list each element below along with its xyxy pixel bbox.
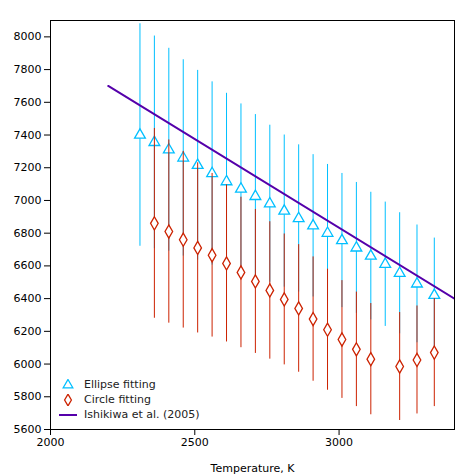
svg-text:7200: 7200: [14, 161, 42, 174]
svg-text:6600: 6600: [14, 259, 42, 272]
html-text:Ellipse fitting: Ellipse fitting: [84, 378, 156, 391]
svg-text:3000: 3000: [325, 436, 353, 449]
svg-text:6000: 6000: [14, 358, 42, 371]
svg-text:7400: 7400: [14, 129, 42, 142]
svg-text:8000: 8000: [14, 30, 42, 43]
svg-text:7800: 7800: [14, 63, 42, 76]
html-text:Circle fitting: Circle fitting: [84, 393, 151, 406]
svg-text:7600: 7600: [14, 96, 42, 109]
svg-text:2000: 2000: [37, 436, 65, 449]
html-text:Ishikiwa et al. (2005): Ishikiwa et al. (2005): [84, 408, 200, 421]
svg-text:5600: 5600: [14, 423, 42, 436]
svg-text:6400: 6400: [14, 292, 42, 305]
svg-text:5800: 5800: [14, 390, 42, 403]
svg-text:6200: 6200: [14, 325, 42, 338]
svg-text:6800: 6800: [14, 227, 42, 240]
svg-text:Temperature, K: Temperature, K: [210, 462, 296, 474]
svg-text:7000: 7000: [14, 194, 42, 207]
svg-text:2500: 2500: [181, 436, 209, 449]
